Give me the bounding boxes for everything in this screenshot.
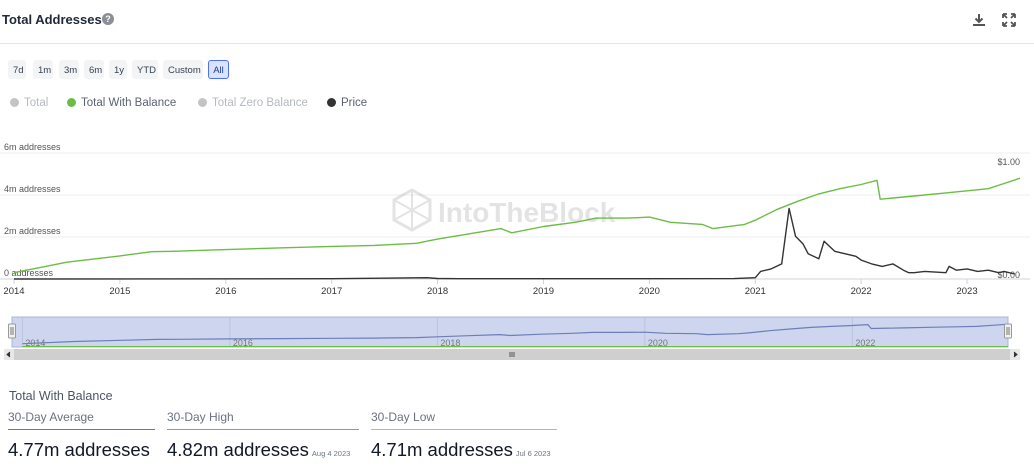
stat-30-day-low: 30-Day Low 4.71m addresses Jul 6 2023: [371, 410, 557, 460]
x-tick-label: 2020: [639, 286, 660, 297]
stat-date: Aug 4 2023: [311, 449, 351, 458]
stat-value: 4.71m addresses Jul 6 2023: [371, 439, 551, 461]
legend-label: Total With Balance: [81, 97, 177, 109]
watermark-text: IntoTheBlock: [438, 197, 616, 228]
y-right-tick-label: $1.00: [997, 157, 1020, 167]
stat-value-text: 4.71m addresses: [371, 439, 513, 460]
navigator-series-line: [22, 323, 1009, 345]
navigator-tick-label: 2016: [233, 338, 253, 348]
x-tick-label: 2014: [3, 286, 24, 297]
legend-item-price[interactable]: Price: [327, 97, 367, 109]
legend-item-total-zero-balance[interactable]: Total Zero Balance: [198, 97, 308, 109]
scroll-right-arrow-icon[interactable]: [1013, 351, 1018, 358]
legend-item-total[interactable]: Total: [10, 97, 48, 109]
x-tick-label: 2019: [533, 286, 554, 297]
series-line-total-with-balance[interactable]: [13, 177, 1021, 274]
range-1m-button[interactable]: 1m: [33, 60, 53, 79]
stat-value: 4.77m addresses: [8, 439, 150, 461]
range-navigator[interactable]: 2014 2016 2018 2020 2022: [0, 316, 1034, 362]
range-7d-button[interactable]: 7d: [8, 60, 26, 79]
stat-30-day-high: 30-Day High 4.82m addresses Aug 4 2023: [167, 410, 359, 460]
y-left-tick-label: 0 addresses: [4, 268, 54, 278]
x-tick-label: 2023: [956, 286, 977, 297]
stats-title: Total With Balance: [9, 389, 113, 403]
y-right-tick-label: $0.00: [997, 270, 1020, 280]
stat-value-text: 4.77m addresses: [8, 439, 150, 460]
stat-value: 4.82m addresses Aug 4 2023: [167, 439, 350, 461]
legend-label: Price: [341, 97, 368, 109]
y-left-tick-label: 2m addresses: [4, 226, 61, 236]
legend-dot-icon: [198, 98, 207, 107]
legend-dot-icon: [67, 98, 76, 107]
navigator-right-handle[interactable]: [1004, 323, 1012, 339]
navigator-tick-label: 2018: [440, 338, 460, 348]
range-6m-button[interactable]: 6m: [84, 60, 104, 79]
scroll-left-arrow-icon[interactable]: [6, 351, 11, 358]
series-line-price[interactable]: [13, 207, 1015, 280]
y-left-tick-label: 4m addresses: [4, 184, 61, 194]
navigator-tick-label: 2020: [648, 338, 668, 348]
legend-dot-icon: [327, 98, 336, 107]
x-tick-label: 2021: [745, 286, 766, 297]
legend-dot-icon: [10, 98, 19, 107]
main-chart[interactable]: 0 addresses 2m addresses 4m addresses 6m ad…: [0, 140, 1034, 300]
range-3m-button[interactable]: 3m: [59, 60, 79, 79]
x-tick-label: 2022: [851, 286, 872, 297]
range-all-button[interactable]: All: [208, 60, 229, 79]
stat-date: Jul 6 2023: [515, 449, 551, 458]
download-icon[interactable]: [971, 12, 987, 28]
stat-30-day-average: 30-Day Average 4.77m addresses: [8, 410, 155, 460]
x-tick-label: 2017: [321, 286, 342, 297]
x-tick-label: 2016: [215, 286, 236, 297]
x-tick-label: 2018: [427, 286, 448, 297]
stat-label: 30-Day Average: [8, 410, 155, 430]
legend-label: Total: [24, 97, 49, 109]
stat-label: 30-Day Low: [371, 410, 557, 430]
legend-item-total-with-balance[interactable]: Total With Balance: [67, 97, 176, 109]
navigator-tick-label: 2022: [855, 338, 875, 348]
stat-value-text: 4.82m addresses: [167, 439, 309, 460]
navigator-selection[interactable]: [11, 316, 1009, 348]
navigator-left-handle[interactable]: [8, 323, 16, 339]
legend-label: Total Zero Balance: [212, 97, 308, 109]
y-left-tick-label: 6m addresses: [4, 142, 61, 152]
chart-header: Total Addresses ?: [0, 0, 1034, 44]
range-ytd-button[interactable]: YTD: [132, 60, 158, 79]
help-icon[interactable]: ?: [102, 13, 114, 25]
expand-icon[interactable]: [1001, 12, 1017, 28]
page-title: Total Addresses: [2, 12, 102, 27]
range-custom-button[interactable]: Custom: [163, 60, 203, 79]
watermark-logo: [392, 188, 432, 232]
range-1y-button[interactable]: 1y: [109, 60, 127, 79]
x-tick-label: 2015: [109, 286, 130, 297]
stat-label: 30-Day High: [167, 410, 359, 430]
